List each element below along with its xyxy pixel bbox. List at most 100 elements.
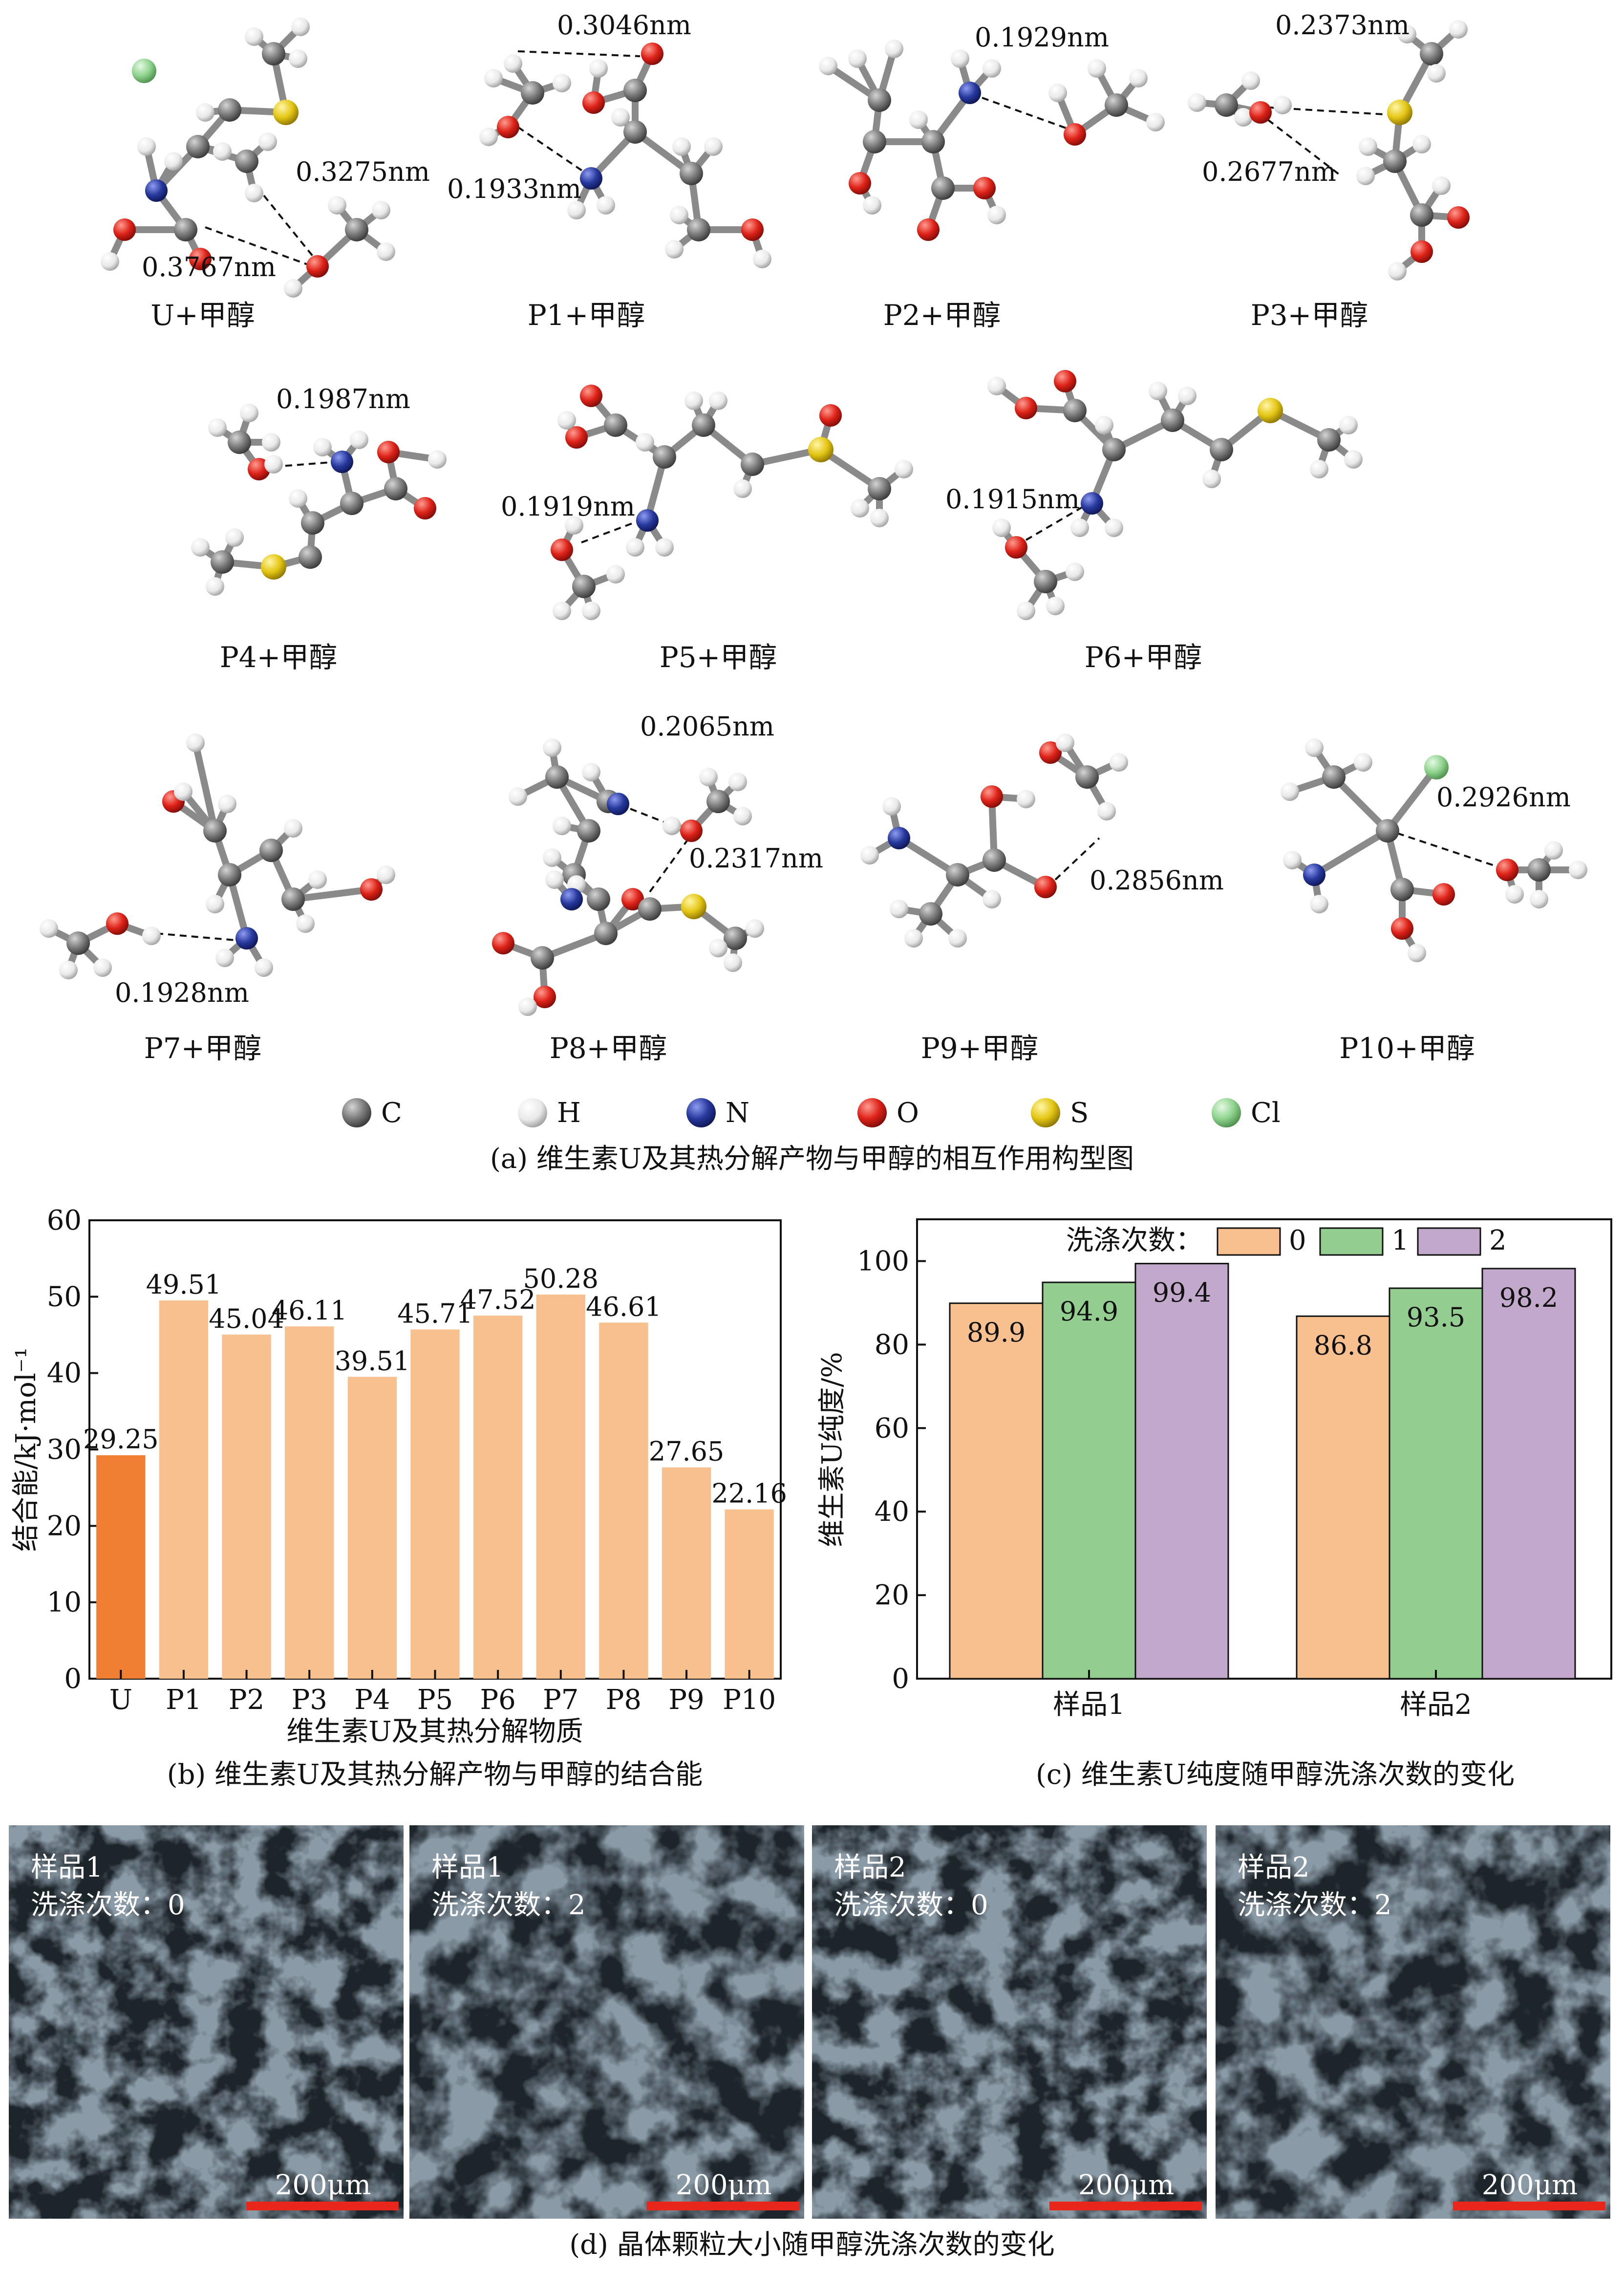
atom-h [1088, 59, 1106, 78]
atom-h [553, 817, 571, 835]
distance-label: 0.1928nm [115, 977, 249, 1008]
atom-h [662, 817, 681, 835]
atom-h [1530, 890, 1548, 908]
atom-s [808, 437, 833, 462]
atom-o [1034, 876, 1057, 898]
atom-c [921, 130, 945, 153]
atom-h [1234, 108, 1253, 127]
atom-h [545, 870, 564, 889]
hydrogen-bond [517, 50, 641, 57]
legend-atom-cl-icon [1212, 1098, 1241, 1127]
atom-h [1339, 416, 1358, 434]
distance-label: 0.1919nm [501, 491, 635, 522]
atom-h [504, 54, 522, 73]
atom-h [284, 819, 302, 838]
atom-c [1210, 438, 1233, 461]
atom-o [1432, 883, 1455, 906]
atom-h [479, 128, 498, 146]
molecule-p2: 0.1929nm P2+甲醇 [819, 22, 1165, 332]
atom-h [733, 479, 752, 498]
atom-h [93, 958, 112, 977]
atom-c [1075, 765, 1099, 789]
x-axis-label: 维生素U及其热分解物质 [286, 1716, 583, 1748]
distance-label: 0.2317nm [689, 843, 823, 874]
atom-c [741, 453, 764, 476]
atom-c [1215, 93, 1238, 117]
atom-o [1391, 917, 1413, 940]
atom-h [289, 489, 307, 508]
y-tick-label: 20 [47, 1510, 82, 1542]
atom-h [1110, 753, 1128, 772]
atom-h [1048, 84, 1067, 102]
atom-h [1310, 460, 1328, 478]
atom-h [860, 846, 879, 865]
structure-label: U+甲醇 [150, 299, 255, 332]
atom-o [582, 91, 605, 114]
atom-c [1527, 858, 1551, 882]
atom-h [863, 196, 881, 215]
atom-c [228, 431, 251, 454]
atom-c [545, 765, 569, 789]
atom-c [863, 130, 886, 153]
atom-o [973, 177, 996, 199]
atom-c [572, 575, 596, 598]
atom-c [931, 176, 955, 200]
atom-h [1146, 113, 1165, 131]
legend-title: 洗涤次数： [1066, 1225, 1203, 1256]
atom-c [299, 545, 322, 569]
atom-h [1412, 135, 1431, 153]
atom-h [611, 108, 630, 127]
wash-count-label: 洗涤次数：0 [834, 1889, 988, 1921]
atom-h [1178, 387, 1197, 405]
atom-n [636, 509, 659, 532]
wash-count-label: 洗涤次数：2 [1238, 1889, 1392, 1921]
atom-c [623, 120, 647, 144]
atom-o [621, 888, 644, 910]
molecule-p8: 0.2065nm 0.2317nm P8+甲醇 [492, 711, 823, 1065]
atom-c [259, 839, 283, 862]
atom-c [1410, 203, 1433, 227]
bar-p8 [599, 1322, 648, 1679]
x-tick-label: P6 [480, 1684, 515, 1716]
legend-atom-n-label: N [726, 1097, 749, 1129]
atom-h [565, 516, 583, 535]
sample-label: 样品1 [31, 1852, 103, 1883]
micrograph-panel: 样品1 洗涤次数：0 200μm 样品1 洗涤次数：2 200μm 样品2 洗涤次数：0 200… [9, 1825, 1610, 2219]
atom-h [1149, 382, 1167, 400]
atom-c [66, 931, 90, 955]
atom-h [983, 59, 1001, 78]
structure-label: P4+甲醇 [220, 641, 338, 674]
atom-h [1449, 20, 1468, 39]
atom-s [1258, 398, 1283, 423]
atom-o [414, 497, 436, 519]
molecule-p10: 0.2926nm P10+甲醇 [1281, 738, 1587, 1065]
atom-h [296, 914, 315, 933]
atom-c [1383, 150, 1407, 173]
atom-o [1496, 859, 1518, 881]
hydrogen-bond [649, 837, 690, 893]
hydrogen-bond [156, 932, 242, 942]
atom-c [235, 150, 258, 173]
y-tick-label: 50 [47, 1281, 82, 1313]
molecule-p3: 0.2373nm 0.2677nm P3+甲醇 [1188, 10, 1470, 332]
x-tick-label: P3 [292, 1684, 327, 1716]
hydrogen-bond [982, 97, 1070, 130]
atom-n [145, 179, 168, 202]
bar-p1 [159, 1300, 209, 1679]
x-tick-label: P4 [354, 1684, 390, 1716]
y-tick-label: 40 [875, 1496, 909, 1528]
atom-h [59, 961, 78, 979]
atom-h [1344, 450, 1363, 469]
micrograph-2: 样品1 洗涤次数：2 200μm [409, 1825, 804, 2219]
atom-o [565, 426, 588, 449]
panel-d-caption: (d) 晶体颗粒大小随甲醇洗涤次数的变化 [569, 2229, 1054, 2261]
distance-label: 0.1987nm [276, 384, 410, 414]
atom-cl [132, 59, 156, 83]
x-tick-label: P1 [166, 1684, 201, 1716]
legend-swatch-2 [1417, 1227, 1481, 1256]
atom-c [186, 135, 210, 158]
atom-h [196, 103, 214, 122]
x-tick-label: P10 [723, 1684, 776, 1716]
atom-h [1281, 782, 1299, 801]
